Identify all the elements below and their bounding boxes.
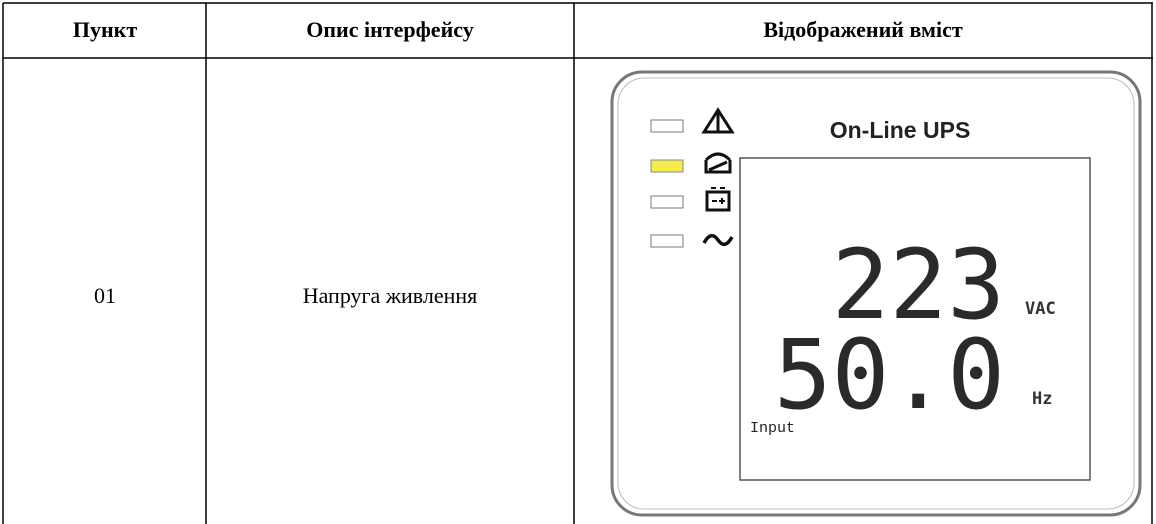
frequency-readout: 50.0 [774,319,1005,431]
display-title: On-Line UPS [830,117,971,143]
battery-icon [711,187,725,204]
voltage-readout: 223 [832,229,1005,341]
mode-label: Input [750,420,795,437]
header-cell: Пункт [73,17,137,42]
ups-display: On-Line UPS 223 VAC 50.0 Hz Input [610,70,1142,517]
voltage-unit: VAC [1025,299,1056,319]
display-frame-inner [617,77,1135,510]
table-cell: Напруга живлення [303,283,478,308]
led [650,234,684,248]
ac-icon [702,233,734,247]
lcd-screen [739,157,1091,481]
led [650,119,684,133]
battery-icon [705,190,731,212]
table-cell: 01 [94,283,116,308]
led [650,195,684,209]
header-cell: Відображений вміст [763,17,962,42]
led [650,159,684,173]
frequency-unit: Hz [1032,389,1052,409]
bypass-icon [704,152,732,174]
header-cell: Опис інтерфейсу [306,17,473,42]
fault-icon [701,107,735,134]
